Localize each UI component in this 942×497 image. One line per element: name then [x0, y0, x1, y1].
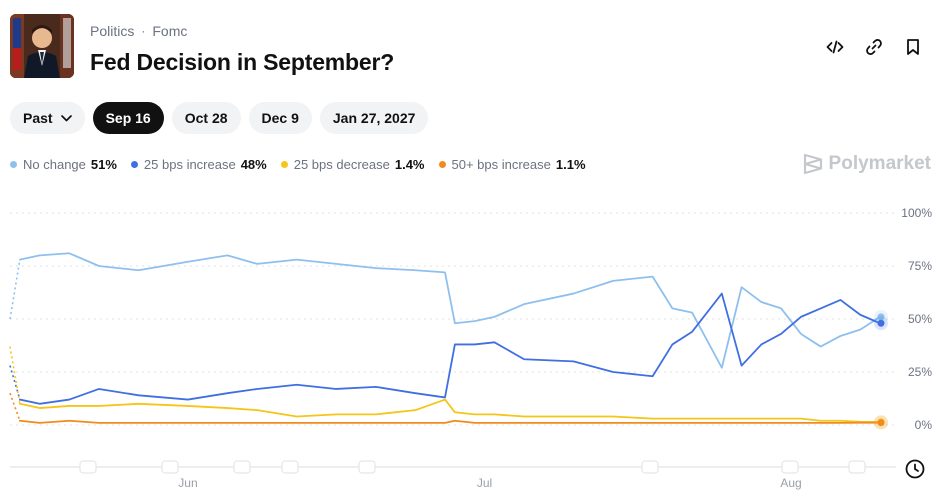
series-line-1	[18, 292, 881, 405]
series-lead-1	[9, 365, 21, 400]
bookmark-button[interactable]	[902, 36, 924, 58]
legend-item-50bps-increase[interactable]: 50+ bps increase 1.1%	[438, 157, 586, 172]
legend-item-25bps-decrease[interactable]: 25 bps decrease 1.4%	[280, 157, 425, 172]
timeline-marker	[781, 460, 799, 474]
copy-link-button[interactable]	[863, 36, 885, 58]
clock-icon	[905, 459, 925, 479]
market-thumbnail[interactable]	[10, 14, 74, 78]
legend-item-25bps-increase[interactable]: 25 bps increase 48%	[130, 157, 267, 172]
embed-icon	[826, 40, 844, 54]
bookmark-icon	[907, 39, 919, 55]
x-axis: Jun Jul Aug	[10, 460, 896, 490]
y-tick-label: 50%	[908, 312, 932, 326]
series-line-0	[18, 252, 881, 369]
market-header: Politics · Fomc Fed Decision in Septembe…	[10, 14, 394, 78]
date-filter-jan-27-2027[interactable]: Jan 27, 2027	[319, 102, 429, 134]
legend-value: 51%	[90, 157, 117, 172]
legend-label: 50+ bps increase	[451, 157, 551, 172]
date-filter-past[interactable]: Past	[10, 102, 85, 134]
y-tick-label: 100%	[901, 206, 932, 220]
breadcrumb-subcategory[interactable]: Fomc	[152, 23, 188, 39]
series-endpoint-3	[877, 419, 885, 427]
series-endpoints	[874, 309, 888, 430]
chevron-down-icon	[60, 114, 72, 122]
market-titles: Politics · Fomc Fed Decision in Septembe…	[90, 14, 394, 76]
series-endpoint-0	[877, 313, 885, 321]
timeline-marker	[161, 460, 179, 474]
legend-dot	[10, 161, 17, 168]
date-filter-dec-9[interactable]: Dec 9	[248, 102, 312, 134]
chart-grid	[10, 212, 896, 426]
legend-dot	[130, 161, 138, 168]
probability-chart[interactable]: 0% 25% 50% 75% 100% Jun Jul Aug	[0, 195, 942, 497]
link-icon	[866, 39, 882, 55]
series-line-2	[18, 398, 881, 423]
legend-dot	[280, 161, 288, 168]
breadcrumb: Politics · Fomc	[90, 23, 394, 39]
y-tick-label: 0%	[915, 418, 933, 432]
brand-watermark: Polymarket	[803, 153, 931, 175]
time-range-button[interactable]	[904, 458, 926, 480]
y-tick-label: 25%	[908, 365, 932, 379]
date-filter-sep-16[interactable]: Sep 16	[92, 102, 164, 134]
legend-dot	[438, 161, 446, 168]
legend-label: 25 bps decrease	[293, 157, 390, 172]
timeline-marker	[79, 460, 97, 474]
embed-button[interactable]	[824, 36, 846, 58]
series-lines	[9, 252, 881, 424]
timeline-marker	[641, 460, 659, 474]
x-tick-label: Aug	[780, 476, 801, 490]
date-filter-oct-28[interactable]: Oct 28	[171, 102, 241, 134]
y-tick-label: 75%	[908, 259, 932, 273]
breadcrumb-category[interactable]: Politics	[90, 23, 135, 39]
breadcrumb-separator: ·	[141, 24, 146, 38]
date-filter-label: Past	[23, 110, 53, 126]
timeline-marker	[281, 460, 299, 474]
date-filter-bar: Past Sep 16 Oct 28 Dec 9 Jan 27, 2027	[10, 102, 436, 134]
page-title: Fed Decision in September?	[90, 49, 395, 75]
x-tick-label: Jul	[477, 476, 492, 490]
legend-item-no-change[interactable]: No change 51%	[10, 157, 117, 172]
timeline-marker	[358, 460, 376, 474]
legend-label: No change	[23, 157, 86, 172]
y-axis-labels: 0% 25% 50% 75% 100%	[901, 206, 932, 432]
series-endpoint-1	[877, 319, 885, 327]
x-tick-label: Jun	[178, 476, 197, 490]
legend-label: 25 bps increase	[143, 157, 236, 172]
polymarket-logo-icon	[803, 153, 822, 175]
brand-name: Polymarket	[828, 153, 931, 174]
chart-legend: No change 51% 25 bps increase 48% 25 bps…	[10, 157, 600, 172]
legend-value: 1.4%	[394, 157, 425, 172]
header-actions	[807, 36, 924, 58]
series-lead-0	[9, 259, 21, 320]
legend-value: 1.1%	[555, 157, 586, 172]
series-line-3	[18, 419, 881, 424]
timeline-marker	[233, 460, 251, 474]
legend-value: 48%	[240, 157, 267, 172]
timeline-marker	[848, 460, 866, 474]
